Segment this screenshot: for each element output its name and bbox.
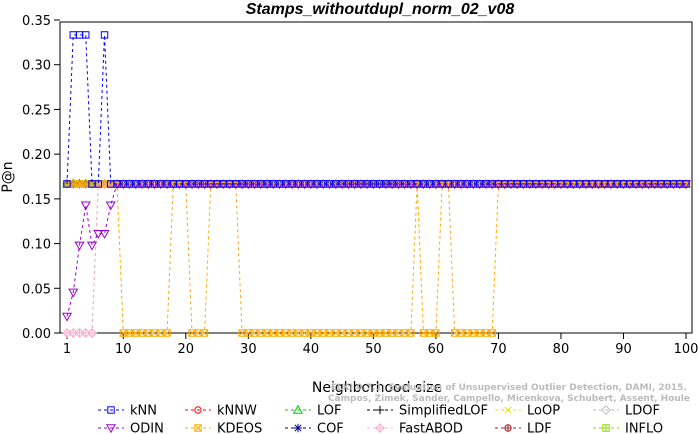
credit-line-2: Campos, Zimek, Sander, Campello, Micenko…: [328, 394, 690, 404]
series-line-fastabod: [67, 183, 686, 334]
x-tick-label: 1: [63, 342, 71, 357]
point-odin: [99, 229, 110, 239]
point-odin: [68, 288, 79, 298]
credit-annotation: ELKI 0.7.1: Evaluation of Unsupervised O…: [328, 383, 690, 404]
legend-item-knnw: kNNW: [185, 404, 257, 419]
point-odin: [61, 312, 73, 322]
legend-label-ldf: LDF: [527, 422, 552, 434]
y-tick-label: 0.35: [22, 14, 51, 29]
x-tick-label: 10: [115, 342, 132, 357]
legend-marker-knn: [107, 406, 115, 414]
legend-label-lof: LOF: [317, 404, 342, 419]
series-knn: [63, 31, 690, 188]
x-tick-label: 90: [615, 342, 632, 357]
legend-label-knn: kNN: [130, 404, 157, 419]
y-axis-label: P@n: [0, 161, 16, 192]
series-fastabod: [62, 179, 691, 338]
x-axis: 1 10 20 30 40 50 60 70 80 90 100: [63, 333, 699, 357]
y-axis: 0.00 0.05 0.10 0.15 0.20 0.25 0.30 0.35: [22, 14, 60, 342]
plot-area: [59, 21, 693, 334]
legend-label-cof: COF: [317, 422, 344, 434]
legend-item-odin: ODIN: [98, 422, 164, 434]
legend-label-loop: LoOP: [527, 404, 560, 419]
legend-label-inflo: INFLO: [625, 422, 663, 434]
legend-marker-knnw: [194, 406, 202, 414]
y-tick-label: 0.20: [22, 148, 51, 163]
point-knn: [63, 180, 71, 188]
point-kdeos: [200, 329, 209, 337]
legend-marker-ldof: [601, 405, 611, 415]
x-tick-label: 20: [178, 342, 195, 357]
point-kdeos: [488, 329, 496, 337]
legend-label-simplifiedlof: SimplifiedLOF: [399, 404, 488, 419]
legend: kNN kNNW LOF SimplifiedLOF LoOP LDOF ODIN KDEOS…: [98, 404, 663, 434]
point-kdeos: [432, 329, 440, 337]
point-odin: [105, 201, 116, 211]
point-odin: [93, 229, 104, 239]
y-tick-label: 0.05: [22, 282, 51, 297]
legend-item-ldof: LDOF: [593, 404, 660, 419]
point-kdeos: [407, 329, 415, 337]
legend-item-simplifiedlof: SimplifiedLOF: [367, 404, 488, 419]
x-tick-label: 30: [240, 342, 257, 357]
legend-marker-inflo: [602, 424, 610, 432]
legend-item-knn: kNN: [98, 404, 157, 419]
legend-marker-simplifiedlof: [375, 405, 385, 415]
x-tick-label: 80: [553, 342, 570, 357]
series-line-kdeos: [67, 183, 686, 334]
legend-item-kdeos: KDEOS: [185, 422, 262, 434]
point-kdeos: [163, 329, 171, 337]
legend-marker-lof: [292, 404, 304, 414]
point-knn: [100, 31, 109, 39]
legend-label-kdeos: KDEOS: [217, 422, 262, 434]
legend-label-knnw: kNNW: [217, 404, 257, 419]
point-knn: [82, 31, 90, 39]
legend-label-odin: ODIN: [130, 422, 164, 434]
series-layer: [61, 31, 692, 338]
legend-item-ldf: LDF: [495, 422, 552, 434]
series-kdeos: [63, 180, 690, 337]
y-tick-label: 0.10: [22, 238, 51, 253]
x-tick-label: 70: [490, 342, 507, 357]
legend-marker-fastabod: [375, 423, 385, 433]
legend-marker-odin: [105, 424, 117, 434]
y-tick-label: 0.25: [22, 103, 51, 118]
y-tick-label: 0.15: [22, 193, 51, 208]
legend-item-fastabod: FastABOD: [367, 422, 463, 434]
point-knn: [94, 180, 102, 188]
legend-item-cof: COF: [285, 422, 344, 434]
x-tick-label: 100: [674, 342, 699, 357]
credit-line-1: ELKI 0.7.1: Evaluation of Unsupervised O…: [331, 383, 687, 393]
point-fastabod: [87, 328, 97, 338]
point-odin: [80, 201, 91, 211]
legend-item-loop: LoOP: [495, 404, 560, 419]
point-knn: [682, 180, 690, 188]
legend-item-inflo: INFLO: [593, 422, 663, 434]
point-odin: [86, 241, 98, 251]
series-line-ldof: [67, 183, 686, 334]
series-line-knn: [66, 34, 686, 185]
y-tick-label: 0.30: [22, 59, 51, 74]
legend-item-lof: LOF: [285, 404, 342, 419]
y-tick-label: 0.00: [22, 327, 51, 342]
series-odin: [61, 180, 692, 322]
x-tick-label: 60: [428, 342, 445, 357]
legend-marker-cof: [293, 423, 303, 433]
series-line-odin: [66, 183, 686, 317]
chart-title: Stamps_withoutdupl_norm_02_v08: [246, 1, 515, 18]
legend-label-ldof: LDOF: [625, 404, 660, 419]
legend-label-fastabod: FastABOD: [399, 422, 463, 434]
x-tick-label: 50: [365, 342, 382, 357]
x-axis-label: Neighborhood size: [312, 380, 442, 396]
point-odin: [74, 241, 85, 251]
series-ldof: [62, 179, 691, 338]
legend-marker-kdeos: [194, 424, 202, 432]
legend-marker-loop: [504, 406, 512, 414]
legend-marker-ldf: [504, 424, 512, 432]
x-tick-label: 40: [303, 342, 320, 357]
